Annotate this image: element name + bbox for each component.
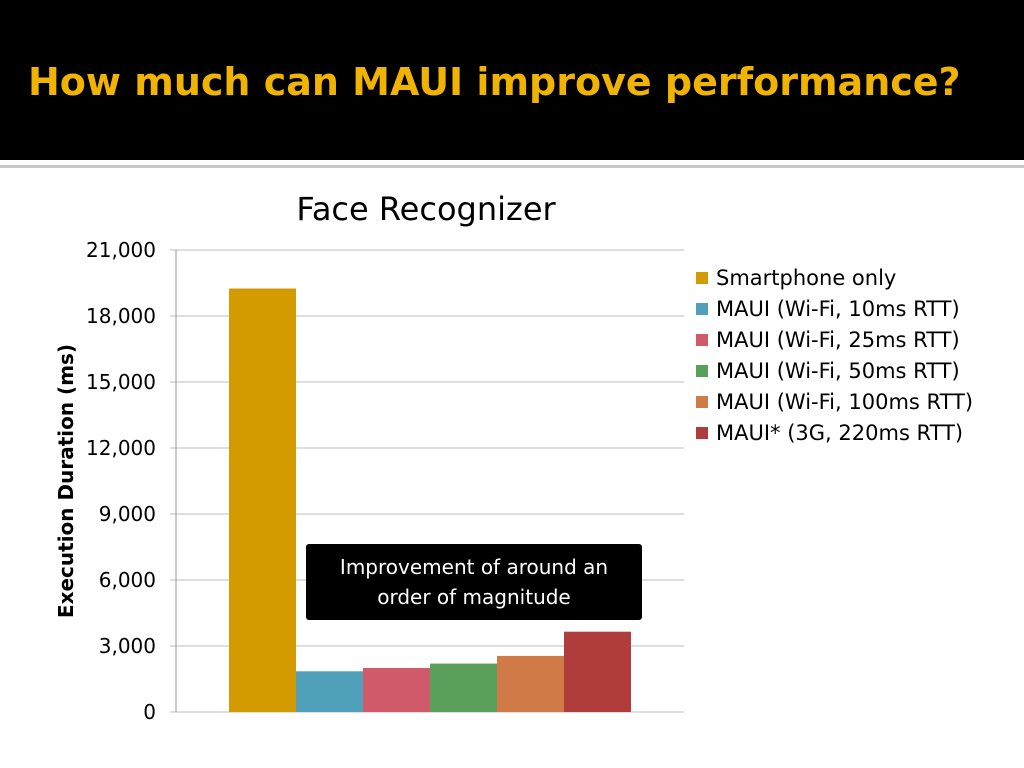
legend-item: MAUI (Wi-Fi, 50ms RTT) (696, 355, 973, 386)
legend-label: MAUI (Wi-Fi, 50ms RTT) (716, 358, 960, 383)
legend-item: MAUI (Wi-Fi, 100ms RTT) (696, 386, 973, 417)
legend-swatch (696, 426, 708, 439)
bar-5 (497, 655, 564, 712)
legend-swatch (696, 395, 708, 408)
legend-swatch (696, 333, 708, 346)
legend-swatch (696, 271, 708, 284)
legend-item: Smartphone only (696, 262, 973, 293)
y-tick-label: 21,000 (86, 238, 156, 262)
legend-item: MAUI (Wi-Fi, 10ms RTT) (696, 293, 973, 324)
slide-title: How much can MAUI improve performance? (28, 60, 961, 104)
bar-2 (296, 671, 363, 712)
title-divider (0, 165, 1024, 168)
y-tick-label: 6,000 (99, 568, 156, 592)
legend-swatch (696, 302, 708, 315)
legend-item: MAUI (Wi-Fi, 25ms RTT) (696, 324, 973, 355)
annotation-callout: Improvement of around an order of magnit… (306, 544, 642, 620)
legend-label: MAUI (Wi-Fi, 100ms RTT) (716, 389, 974, 414)
y-tick-label: 18,000 (86, 304, 156, 328)
bar-4 (430, 663, 497, 712)
legend-swatch (696, 364, 708, 377)
legend-label: Smartphone only (716, 265, 897, 290)
y-tick-label: 15,000 (86, 370, 156, 394)
bar-1 (229, 288, 296, 712)
y-tick-label: 12,000 (86, 436, 156, 460)
legend-label: MAUI (Wi-Fi, 10ms RTT) (716, 296, 960, 321)
title-bar: How much can MAUI improve performance? (0, 0, 1024, 160)
y-tick-label: 3,000 (99, 634, 156, 658)
bar-6 (564, 631, 631, 712)
legend-label: MAUI* (3G, 220ms RTT) (716, 420, 964, 445)
bar-3 (363, 668, 430, 712)
y-tick-label: 0 (143, 700, 156, 724)
chart-legend: Smartphone only MAUI (Wi-Fi, 10ms RTT) MAU… (696, 262, 973, 448)
chart-title: Face Recognizer (296, 190, 556, 228)
legend-item: MAUI* (3G, 220ms RTT) (696, 417, 973, 448)
legend-label: MAUI (Wi-Fi, 25ms RTT) (716, 327, 960, 352)
y-tick-label: 9,000 (99, 502, 156, 526)
